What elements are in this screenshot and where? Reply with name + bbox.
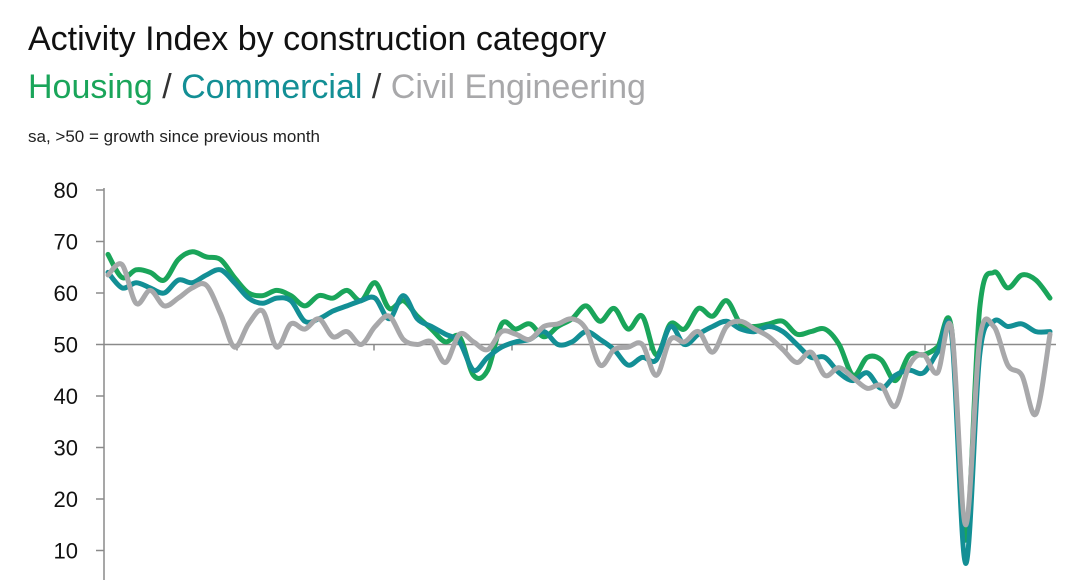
y-tick-label: 30 — [54, 436, 78, 461]
chart-title: Activity Index by construction category — [28, 20, 607, 58]
legend-housing: Housing — [28, 68, 153, 106]
series-line-civil-engineering — [105, 261, 1053, 528]
legend-separator: / — [362, 68, 391, 106]
series-line-commercial — [105, 267, 1053, 566]
chart-subtitle: Housing / Commercial / Civil Engineering — [28, 68, 646, 107]
y-tick-label: 50 — [54, 333, 78, 358]
series-line-housing — [105, 249, 1053, 543]
y-tick-label: 10 — [54, 539, 78, 564]
y-tick-label: 20 — [54, 487, 78, 512]
y-tick-label: 80 — [54, 178, 78, 203]
y-tick-label: 60 — [54, 281, 78, 306]
legend-separator: / — [152, 68, 182, 106]
y-tick-label: 40 — [54, 384, 78, 409]
chart-note: sa, >50 = growth since previous month — [28, 127, 320, 146]
legend-commercial: Commercial — [181, 68, 363, 106]
y-tick-label: 70 — [54, 230, 78, 255]
legend-civil-engineering: Civil Engineering — [390, 68, 646, 106]
